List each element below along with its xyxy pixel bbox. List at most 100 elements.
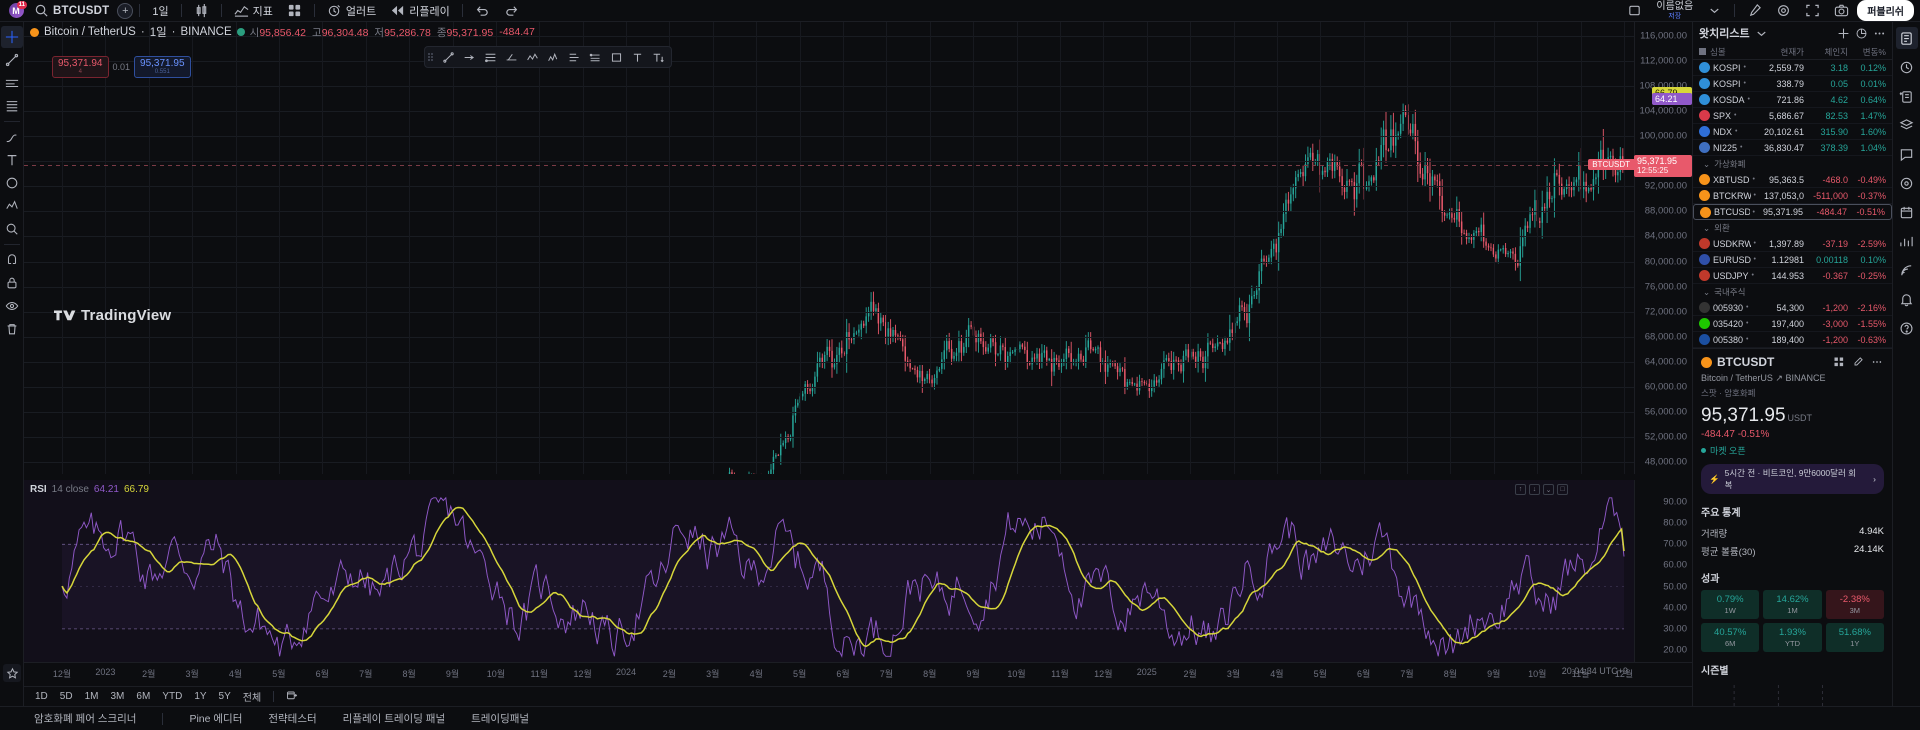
watchlist-group-header[interactable]: ⌄ 외환 [1693, 220, 1892, 236]
range-ytd[interactable]: YTD [162, 691, 183, 702]
theme-button[interactable] [1741, 2, 1768, 19]
bid-box[interactable]: 95,371.94 4 [52, 56, 109, 78]
pitchfork-icon[interactable] [564, 48, 584, 67]
chevron-layout[interactable] [1701, 2, 1728, 19]
watchlist-row[interactable]: NI225 • 36,830.47 378.39 1.04% [1693, 140, 1892, 156]
external-link-icon[interactable]: ↗ [1775, 373, 1786, 383]
replay-button[interactable]: 리플레이 [384, 2, 455, 19]
watchlist-row[interactable]: BTCUSD • 95,371.95 -484.47 -0.51% [1693, 204, 1892, 220]
watchlist-row[interactable]: BTCKRW • 137,053,0 -511,000 -0.37% [1693, 188, 1892, 204]
rsi-axis[interactable]: 90.00 80.00 70.00 60.00 50.00 40.00 30.00 20.00 [1634, 480, 1692, 662]
watchlist-row[interactable]: USDJPY • 144.953 -0.367 -0.25% [1693, 268, 1892, 284]
watchlist-title[interactable]: 왓치리스트 [1699, 28, 1750, 40]
pane-maximize-icon[interactable]: □ [1557, 484, 1568, 495]
column-last[interactable]: 현재가 [1780, 46, 1804, 57]
text-tool-icon[interactable] [1, 149, 23, 171]
undo-button[interactable] [469, 2, 496, 19]
object-tree-icon[interactable] [1896, 114, 1918, 136]
legend-symbol-name[interactable]: Bitcoin / TetherUS [44, 26, 136, 38]
watchlist-row[interactable]: 005930 • 54,300 -1,200 -2.16% [1693, 300, 1892, 316]
fullscreen-button[interactable] [1799, 2, 1826, 19]
column-pct[interactable]: 변동% [1862, 46, 1886, 57]
patterns-icon[interactable] [1, 195, 23, 217]
flat-bottom-icon[interactable] [501, 48, 521, 67]
horizontal-lines-icon[interactable] [480, 48, 500, 67]
watchlist-row[interactable]: KOSPI • 2,559.79 3.18 0.12% [1693, 60, 1892, 76]
cursor-cross-icon[interactable] [0, 26, 23, 48]
footer-tab-2[interactable]: 전략테스터 [268, 713, 317, 725]
watchlist-group-header[interactable]: ⌄ 가상화폐 [1693, 156, 1892, 172]
range-전체[interactable]: 전체 [242, 693, 262, 704]
gann-box-icon[interactable] [585, 48, 605, 67]
range-1d[interactable]: 1D [35, 691, 48, 702]
compare-icon[interactable] [1832, 355, 1846, 369]
layout-save[interactable]: 이름없음 저장 [1650, 1, 1699, 20]
arrow-marker-icon[interactable] [459, 48, 479, 67]
chevron-down-icon[interactable] [1754, 26, 1769, 41]
magnet-icon[interactable] [1, 249, 23, 271]
shapes-icon[interactable] [1, 172, 23, 194]
chart-style-button[interactable] [188, 2, 215, 19]
pane-up-icon[interactable]: ↑ [1515, 484, 1526, 495]
date-range-icon[interactable] [281, 688, 303, 705]
indicators-button[interactable]: 지표 [228, 2, 279, 19]
range-5y[interactable]: 5Y [218, 691, 231, 702]
rectangle-icon[interactable] [606, 48, 626, 67]
lock-icon[interactable] [1, 272, 23, 294]
more-options-icon[interactable] [1872, 26, 1886, 40]
bell-icon[interactable] [1896, 288, 1918, 310]
column-symbol[interactable]: 심볼 [1699, 46, 1756, 58]
new-note-icon[interactable] [1896, 85, 1918, 107]
watchlist-row[interactable]: KOSPI • 338.79 0.05 0.01% [1693, 76, 1892, 92]
footer-tab-1[interactable]: Pine 에디터 [189, 713, 243, 725]
floating-drawing-tools[interactable] [424, 46, 672, 68]
measure-icon[interactable] [1, 218, 23, 240]
watchlist-row[interactable]: EURUSD • 1.12981 0.00118 0.10% [1693, 252, 1892, 268]
text-icon[interactable] [627, 48, 647, 67]
rsi-pane[interactable]: RSI 14 close 64.21 66.79 ↑ ↓ ⌄ □ [24, 480, 1634, 662]
horizontal-ray-icon[interactable] [1, 72, 23, 94]
chart-area[interactable]: Bitcoin / TetherUS · 1일 · BINANCE 시95,85… [24, 22, 1692, 686]
time-axis[interactable]: 12월 2023 2월 3월 4월 5월 6월 7월 8월 9월 10월 11월 12월 2024 2월 3월… [24, 662, 1692, 682]
legend-interval[interactable]: 1일 [149, 27, 167, 39]
trend-line-icon[interactable] [1, 49, 23, 71]
trend-line-icon[interactable] [438, 48, 458, 67]
hide-drawings-icon[interactable] [1, 295, 23, 317]
watchlist-icon[interactable] [1895, 27, 1918, 49]
redo-button[interactable] [498, 2, 525, 19]
screener-icon[interactable] [1896, 230, 1918, 252]
pane-down-icon[interactable]: ↓ [1529, 484, 1540, 495]
pie-chart-icon[interactable] [1854, 26, 1868, 40]
brush-icon[interactable] [1, 126, 23, 148]
range-1m[interactable]: 1M [84, 691, 99, 702]
more-options-icon[interactable] [1870, 355, 1884, 369]
settings-button[interactable] [1770, 2, 1797, 19]
watchlist-row[interactable]: USDKRW • 1,397.89 -37.19 -2.59% [1693, 236, 1892, 252]
anchored-text-icon[interactable] [648, 48, 668, 67]
watchlist-row[interactable]: 005380 • 189,400 -1,200 -0.63% [1693, 332, 1892, 348]
chat-icon[interactable] [1896, 143, 1918, 165]
symbol-search[interactable]: BTCUSDT [28, 2, 115, 19]
watchlist-row[interactable]: 035420 • 197,400 -3,000 -1.55% [1693, 316, 1892, 332]
layout-button[interactable] [281, 2, 308, 19]
range-5d[interactable]: 5D [59, 691, 73, 702]
footer-tab-4[interactable]: 트레이딩패널 [471, 713, 530, 725]
remove-drawings-icon[interactable] [1, 318, 23, 340]
elliott-wave-icon[interactable] [543, 48, 563, 67]
favorites-icon[interactable] [3, 664, 21, 682]
range-1y[interactable]: 1Y [194, 691, 207, 702]
watchlist-row[interactable]: XBTUSD • 95,363.5 -468.0 -0.49% [1693, 172, 1892, 188]
zigzag-icon[interactable] [522, 48, 542, 67]
snapshot-button[interactable] [1828, 2, 1855, 19]
interval-selector[interactable]: 1일 [146, 2, 174, 19]
add-watchlist-icon[interactable] [1836, 26, 1850, 40]
watchlist-row[interactable]: KOSDA • 721.86 4.62 0.64% [1693, 92, 1892, 108]
alerts-clock-icon[interactable] [1896, 56, 1918, 78]
watchlist-row[interactable]: SPX • 5,686.67 82.53 1.47% [1693, 108, 1892, 124]
alert-button[interactable]: 얼러트 [321, 2, 382, 19]
news-pill[interactable]: ⚡ 5시간 전 · 비트코인, 9만6000달러 회복 › [1701, 464, 1884, 494]
fib-retracement-icon[interactable] [1, 95, 23, 117]
ideas-icon[interactable] [1896, 172, 1918, 194]
watchlist-row[interactable]: NDX • 20,102.61 315.90 1.60% [1693, 124, 1892, 140]
range-6m[interactable]: 6M [136, 691, 151, 702]
